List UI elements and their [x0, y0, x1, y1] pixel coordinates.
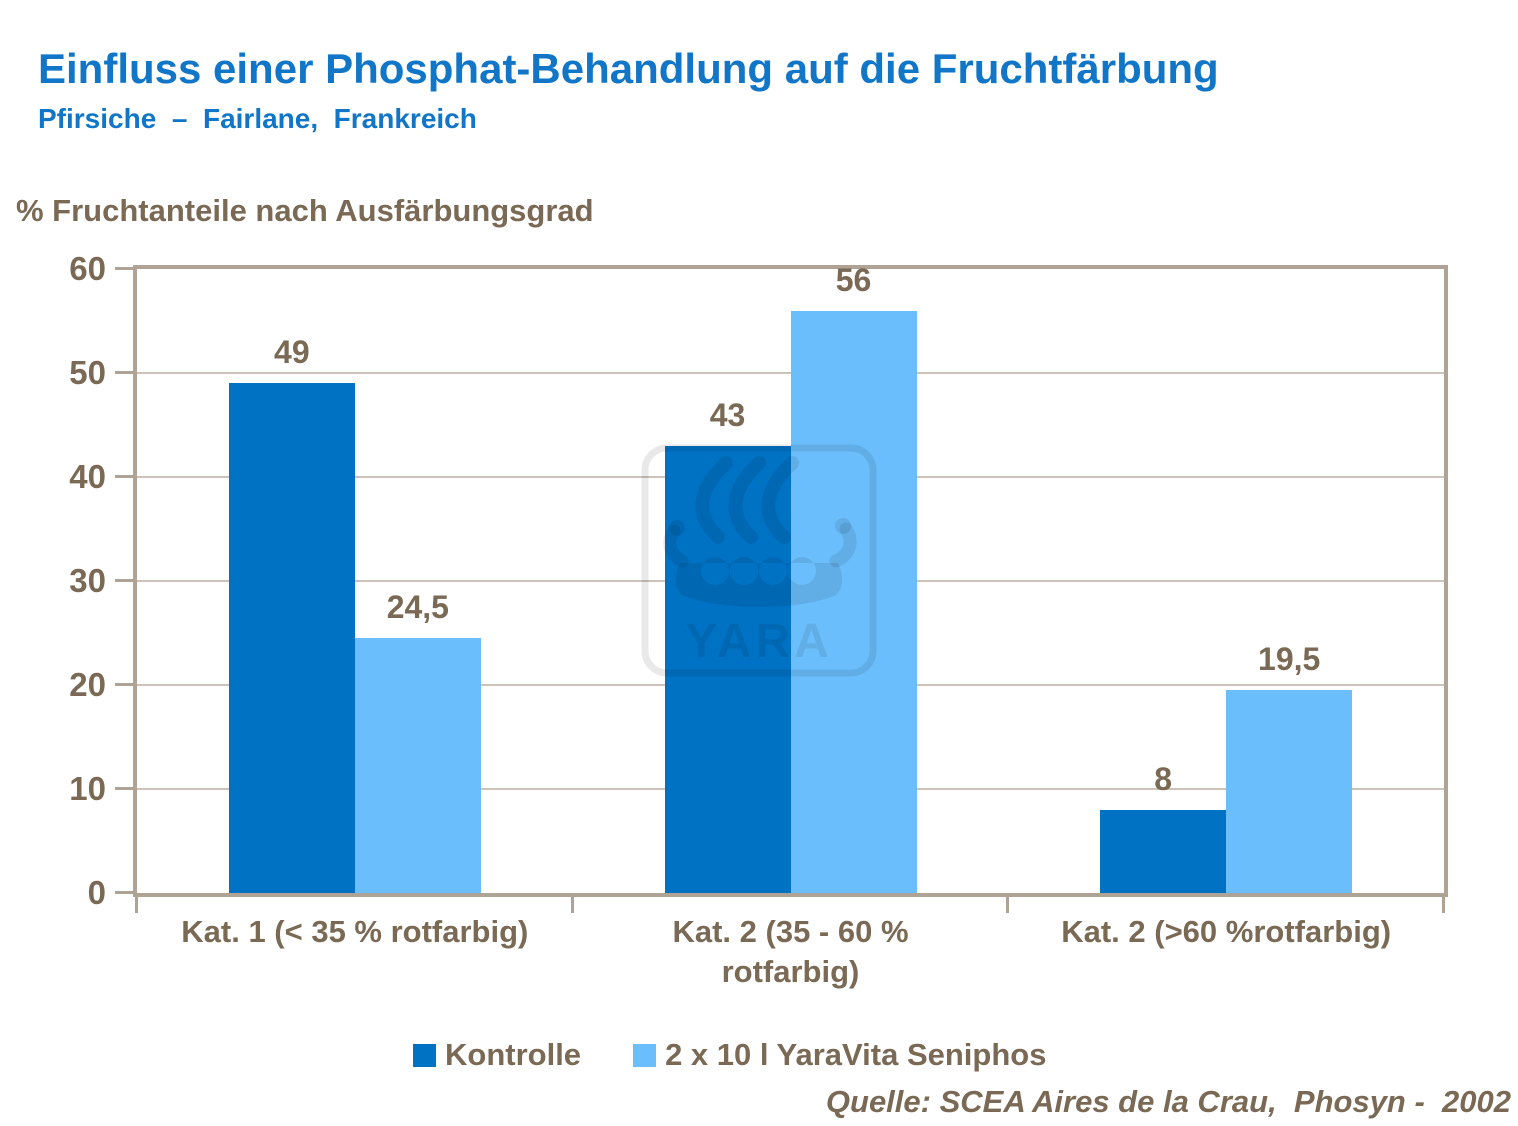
x-category-label-1: Kat. 1 (< 35 % rotfarbig) [181, 914, 529, 949]
bar-value-label: 19,5 [1258, 641, 1321, 678]
x-axis-tick [135, 897, 138, 913]
bar-value-label: 56 [835, 261, 872, 298]
bar-value-label: 43 [709, 396, 746, 433]
bar-seniphos-cat1 [354, 638, 481, 893]
bar-kontrolle-cat3 [1100, 809, 1227, 893]
y-axis-tick [115, 267, 133, 270]
x-category-label-3: Kat. 2 (>60 %rotfarbig) [1061, 914, 1392, 949]
x-axis-tick [570, 897, 574, 913]
y-axis-label-30: 30 [69, 562, 106, 599]
legend-label: Kontrolle [445, 1037, 582, 1072]
chart-axis-title: % Fruchtanteile nach Ausfärbungsgrad [16, 193, 594, 228]
slide-subtitle: Pfirsiche – Fairlane, Frankreich [38, 103, 477, 134]
x-category-label-2: Kat. 2 (35 - 60 % rotfarbig) [672, 914, 909, 989]
legend-item-seniphos: 2 x 10 l YaraVita Seniphos [633, 1038, 1046, 1072]
chart-legend: Kontrolle 2 x 10 l YaraVita Seniphos [413, 1038, 1046, 1072]
source-citation: Quelle: SCEA Aires de la Crau, Phosyn - … [825, 1084, 1511, 1119]
y-axis-label-60: 60 [69, 250, 106, 287]
y-axis-tick [115, 891, 133, 894]
slide-title: Einfluss einer Phosphat-Behandlung auf d… [38, 45, 1219, 92]
bar-seniphos-cat3 [1226, 690, 1353, 893]
y-axis-label-40: 40 [69, 458, 106, 495]
y-axis-tick [115, 579, 133, 582]
bar-seniphos-cat2 [790, 310, 917, 893]
y-axis-tick [115, 475, 133, 478]
legend-swatch-icon [413, 1043, 436, 1067]
legend-item-kontrolle: Kontrolle [413, 1038, 581, 1072]
bar-kontrolle-cat1 [228, 383, 355, 893]
y-axis-label-20: 20 [69, 666, 106, 703]
x-axis-tick [1006, 897, 1010, 913]
y-axis-tick [115, 787, 133, 790]
y-axis-label-10: 10 [69, 770, 106, 807]
legend-swatch-icon [633, 1043, 657, 1067]
bar-kontrolle-cat2 [664, 445, 791, 893]
bar-value-label: 8 [1154, 760, 1173, 797]
bar-value-label: 49 [274, 334, 310, 371]
y-axis-label-50: 50 [69, 354, 106, 391]
y-axis-label-0: 0 [87, 874, 106, 911]
plot-area [133, 265, 1448, 897]
y-axis-tick [115, 371, 133, 374]
legend-label: 2 x 10 l YaraVita Seniphos [665, 1037, 1047, 1072]
y-axis-tick [115, 683, 133, 686]
x-axis-tick [1442, 897, 1445, 913]
bar-value-label: 24,5 [386, 589, 449, 626]
